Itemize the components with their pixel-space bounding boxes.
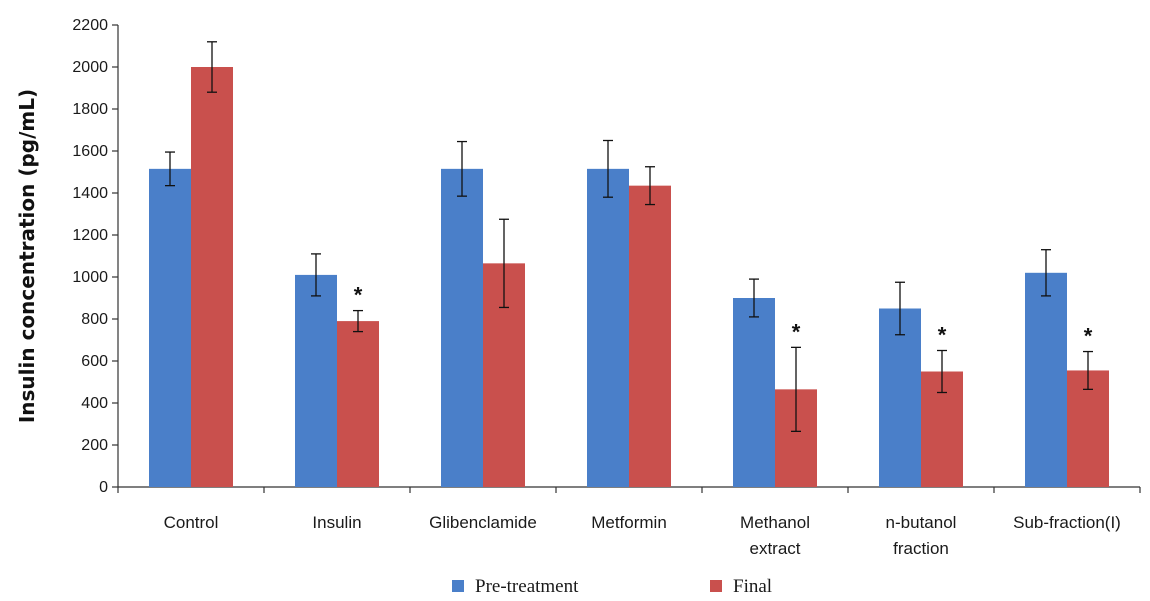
y-tick-label: 600: [81, 353, 108, 370]
x-tick-label: Control: [164, 513, 219, 532]
axes: 0 200 400 600 800 1000 1200 1400 1600 1800 2000 220…: [72, 17, 1141, 496]
bar: [629, 185, 671, 487]
significance-marker: *: [792, 319, 801, 344]
y-tick-label: 200: [81, 437, 108, 454]
y-tick-label: 1200: [72, 227, 108, 244]
x-tick-label: Metformin: [591, 513, 667, 532]
y-tick-label: 400: [81, 395, 108, 412]
bars: [149, 67, 1109, 487]
category-labels: Control Insulin Glibenclamide Metformin Meth…: [164, 513, 1121, 558]
significance-marker: *: [354, 283, 363, 308]
y-tick-label: 1600: [72, 143, 108, 160]
legend-swatch: [452, 580, 464, 592]
annotations: * * * *: [354, 283, 1093, 349]
bar: [149, 168, 191, 487]
x-tick-label: n-butanol fraction: [886, 513, 957, 558]
legend: Pre-treatment Final: [452, 576, 772, 597]
y-tick-label: 800: [81, 311, 108, 328]
x-tick-label: Sub-fraction(I): [1013, 513, 1121, 532]
significance-marker: *: [938, 323, 947, 348]
x-tick-label: Glibenclamide: [429, 513, 537, 532]
bar: [191, 67, 233, 487]
y-tick-label: 0: [99, 479, 108, 496]
bar: [295, 274, 337, 487]
y-tick-label: 2200: [72, 17, 108, 34]
y-tick-label: 1800: [72, 101, 108, 118]
legend-swatch: [710, 580, 722, 592]
y-tick-label: 1400: [72, 185, 108, 202]
y-tick-label: 2000: [72, 59, 108, 76]
bar: [587, 168, 629, 487]
legend-label: Final: [733, 576, 772, 597]
bar: [441, 168, 483, 487]
significance-marker: *: [1084, 324, 1093, 349]
bar: [879, 308, 921, 487]
legend-label: Pre-treatment: [475, 576, 579, 597]
y-axis-label: Insulin concentration (pg/mL): [15, 89, 39, 423]
error-bars: [165, 41, 1093, 433]
bar: [733, 298, 775, 487]
bar: [1025, 272, 1067, 487]
x-tick-label: Insulin: [312, 513, 361, 532]
y-tick-label: 1000: [72, 269, 108, 286]
x-tick-label: Methanol extract: [740, 513, 810, 558]
bar: [337, 321, 379, 487]
